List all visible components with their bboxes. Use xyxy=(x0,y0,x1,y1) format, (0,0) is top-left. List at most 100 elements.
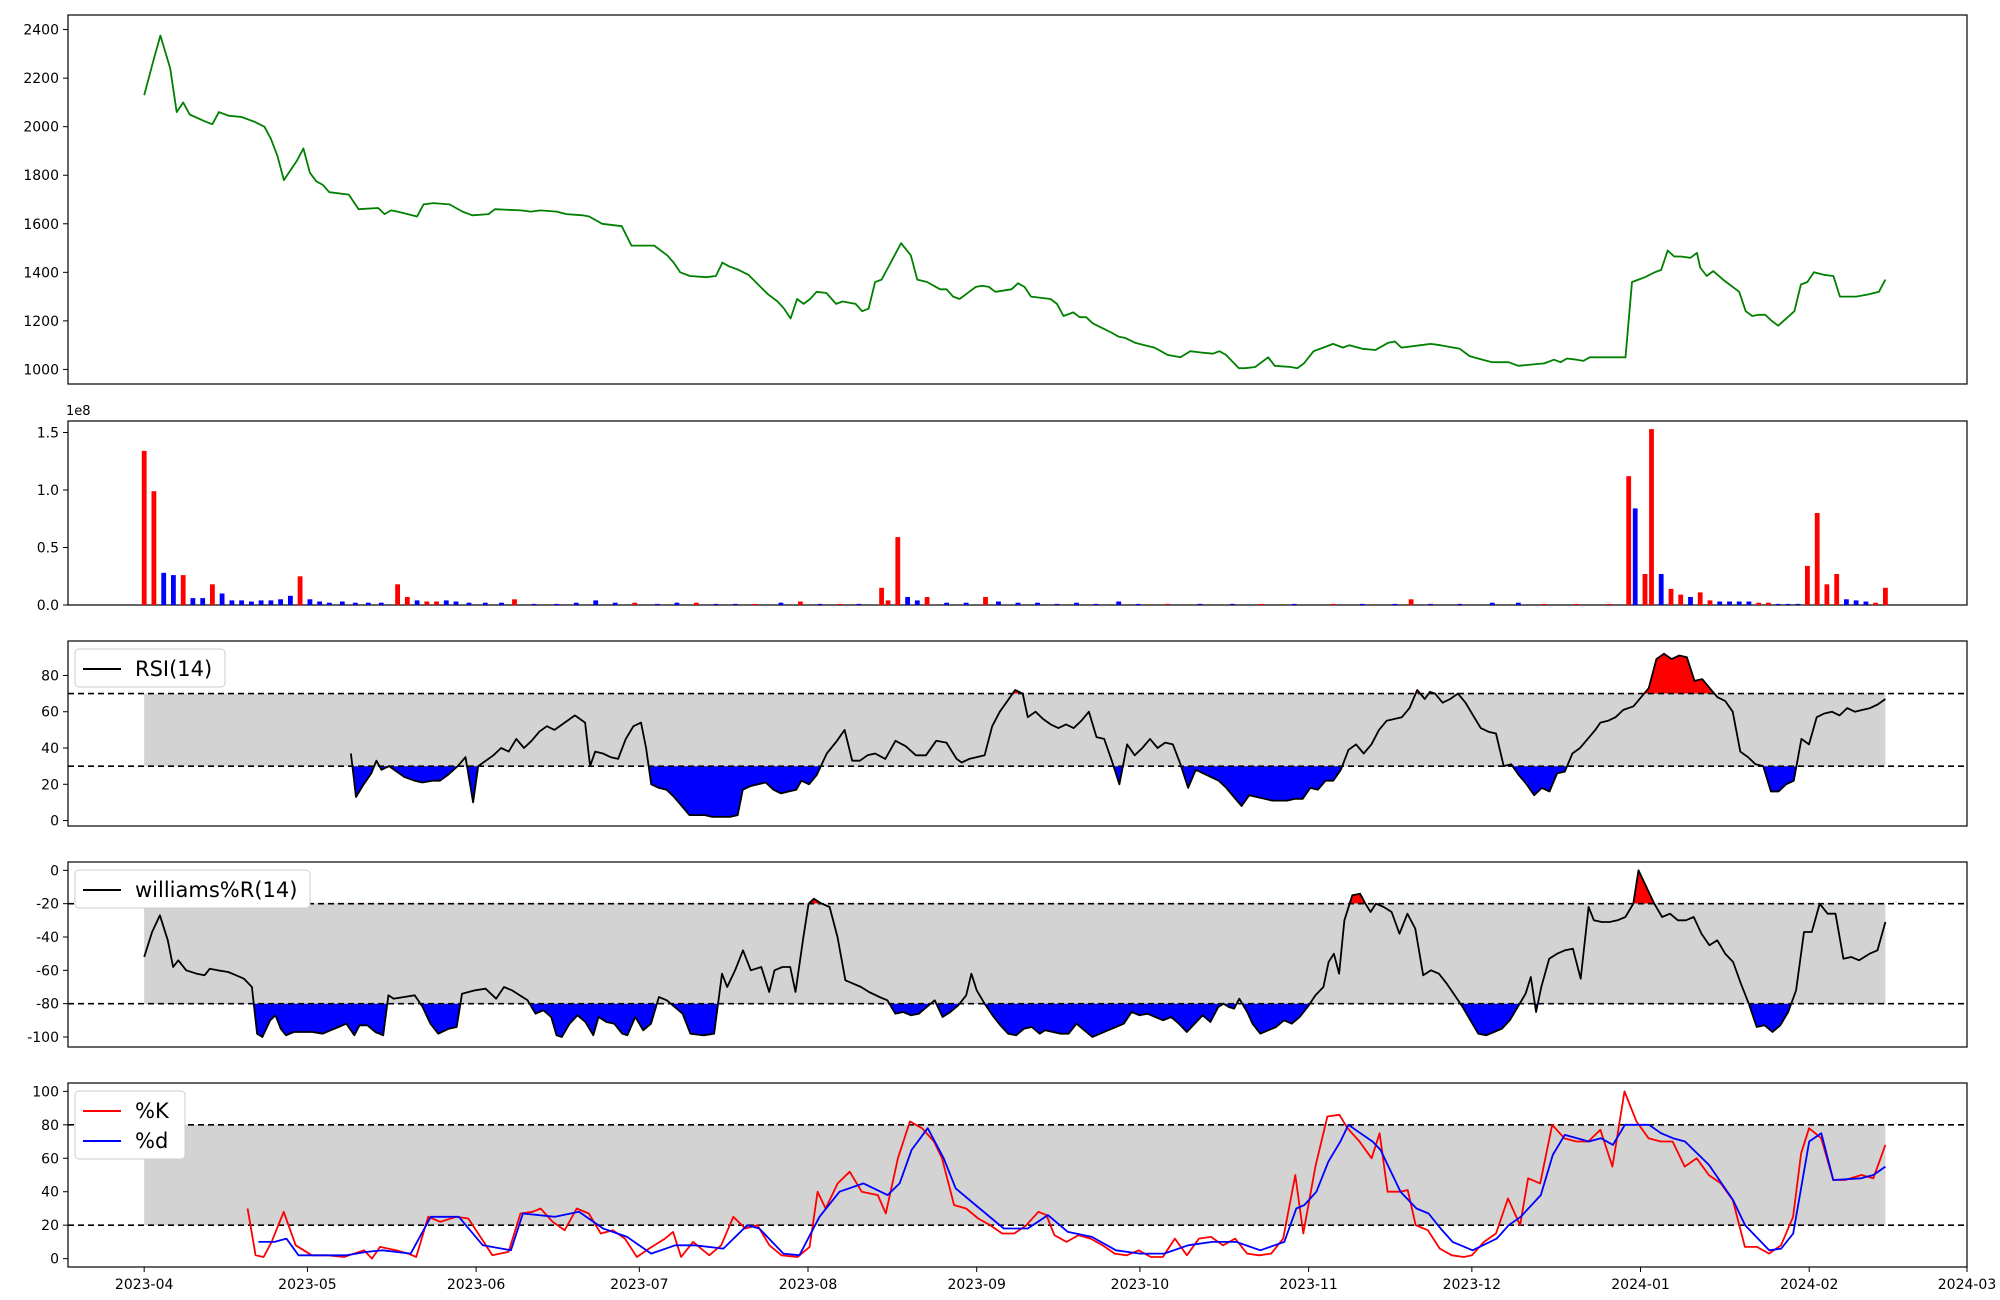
volume-bar xyxy=(1844,599,1849,606)
x-tick-label: 2023-04 xyxy=(115,1277,174,1293)
williams-panel: 0 -20 -40 -60 -80 -100 williams%R(14) xyxy=(27,861,1968,1048)
volume-bar xyxy=(944,602,949,605)
volume-bar xyxy=(1291,603,1297,605)
volume-bar xyxy=(1330,603,1336,605)
y-tick-label: 0.5 xyxy=(37,541,59,557)
volume-bar xyxy=(151,491,157,605)
legend-label: %d xyxy=(135,1129,168,1153)
oversold-fill xyxy=(144,1003,1886,1037)
volume-bar xyxy=(879,587,884,606)
volume-bar xyxy=(1074,602,1079,605)
volume-bar xyxy=(424,601,430,605)
volume-bar xyxy=(229,600,235,605)
y-tick-label: -80 xyxy=(36,997,59,1013)
volume-bar xyxy=(404,597,410,605)
volume-bar xyxy=(1015,602,1021,605)
x-tick-label: 2024-01 xyxy=(1611,1277,1670,1293)
d-line xyxy=(258,1123,1886,1257)
volume-bar xyxy=(1626,476,1632,605)
volume-bar xyxy=(1863,601,1869,605)
volume-bar xyxy=(905,597,910,605)
volume-bar xyxy=(1408,599,1414,606)
volume-bar xyxy=(1746,601,1752,605)
axes-frame xyxy=(67,640,1968,827)
volume-bar xyxy=(733,603,738,605)
volume-bar xyxy=(1668,588,1674,605)
volume-bar xyxy=(190,598,196,605)
y-tick-label: 1600 xyxy=(23,217,59,233)
volume-bar xyxy=(1727,601,1732,605)
x-tick-label: 2023-06 xyxy=(447,1277,506,1293)
volume-bar xyxy=(317,601,322,605)
volume-bar xyxy=(1824,584,1830,605)
volume-panel: 0.0 0.5 1.0 1.5 1e8 xyxy=(37,404,1968,614)
indicator-line xyxy=(350,652,1886,818)
y-tick-label: 1.0 xyxy=(37,483,59,499)
x-tick-label: 2023-05 xyxy=(278,1277,337,1293)
x-tick-label: 2023-11 xyxy=(1279,1277,1338,1293)
volume-bar xyxy=(482,602,488,605)
volume-bar xyxy=(1093,603,1099,605)
volume-bar xyxy=(414,600,420,605)
y-tick-label: 0 xyxy=(50,814,59,830)
volume-bar xyxy=(278,599,283,606)
volume-bar xyxy=(573,602,579,605)
volume-bar xyxy=(914,600,920,605)
volume-bar xyxy=(856,603,862,605)
volume-bar xyxy=(924,597,930,605)
volume-bar xyxy=(752,603,758,605)
volume-bar xyxy=(1606,603,1612,605)
volume-bar xyxy=(1736,601,1742,605)
volume-bar xyxy=(1785,603,1791,605)
volume-bar xyxy=(1230,603,1235,605)
y-tick-label: 80 xyxy=(41,1118,59,1134)
axes-frame xyxy=(67,420,1968,606)
volume-bar xyxy=(1883,587,1888,606)
axes-frame xyxy=(67,861,1968,1048)
volume-bar xyxy=(395,584,400,605)
axes-frame xyxy=(67,1082,1968,1268)
indicator-line xyxy=(143,869,1887,1038)
x-tick-label: 2024-03 xyxy=(1938,1277,1997,1293)
y-tick-label: -100 xyxy=(27,1030,59,1046)
volume-bar xyxy=(1489,602,1495,605)
volume-bar xyxy=(288,595,293,605)
volume-bar xyxy=(713,603,719,605)
volume-bar xyxy=(1814,513,1820,605)
y-tick-label: 1400 xyxy=(23,265,59,281)
x-tick-label: 2023-09 xyxy=(947,1277,1006,1293)
volume-bar xyxy=(1707,600,1713,605)
volume-bar xyxy=(141,450,147,605)
oversold-fill xyxy=(352,766,1797,817)
legend-label: RSI(14) xyxy=(135,657,212,681)
y-tick-label: 0 xyxy=(50,863,59,879)
y-tick-label: 20 xyxy=(41,1218,59,1234)
volume-bar xyxy=(1873,602,1878,605)
volume-bar xyxy=(674,602,680,605)
volume-bar xyxy=(1360,603,1365,605)
volume-bar xyxy=(352,602,358,605)
volume-bar xyxy=(895,537,901,605)
volume-bar xyxy=(1515,602,1521,605)
volume-bar xyxy=(210,584,215,605)
volume-bar xyxy=(554,603,560,605)
volume-bar xyxy=(365,602,371,605)
volume-bar xyxy=(983,597,988,605)
x-tick-label: 2023-10 xyxy=(1111,1277,1170,1293)
volume-bar xyxy=(1165,603,1170,605)
volume-bar xyxy=(1035,602,1040,605)
x-tick-label: 2023-08 xyxy=(779,1277,838,1293)
y-tick-label: 60 xyxy=(41,705,59,721)
volume-bar xyxy=(219,593,225,605)
volume-bar xyxy=(1834,574,1840,605)
y-tick-label: 1800 xyxy=(23,168,59,184)
neutral-band xyxy=(144,693,1886,767)
x-tick-label: 2023-12 xyxy=(1443,1277,1502,1293)
volume-bar xyxy=(171,575,176,605)
volume-bar xyxy=(1756,602,1762,605)
volume-bar xyxy=(258,600,264,605)
volume-bar xyxy=(963,602,969,605)
volume-bar xyxy=(453,601,459,605)
y-tick-label: 2200 xyxy=(23,71,59,87)
